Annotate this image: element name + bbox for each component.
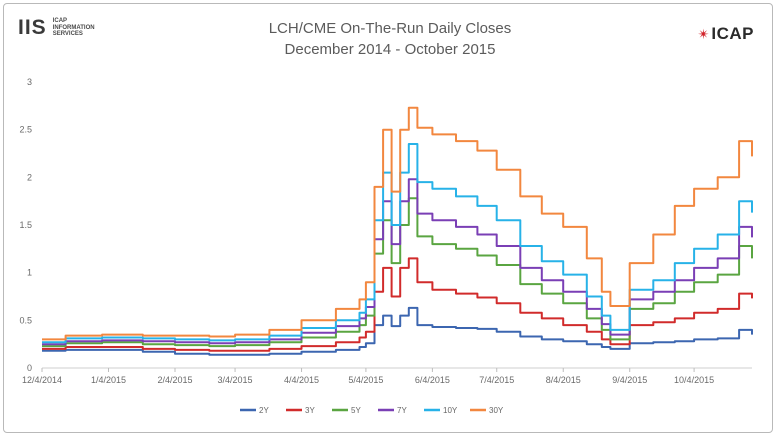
y-tick-label: 2.5 <box>19 125 32 135</box>
y-tick-label: 3 <box>27 77 32 87</box>
series-line-10y <box>42 143 753 344</box>
series-line-7y <box>42 178 753 346</box>
chart-series <box>42 106 753 356</box>
y-tick-label: 2 <box>27 172 32 182</box>
iis-logo-subtitle: ICAP INFORMATION SERVICES <box>53 18 95 38</box>
iis-logo-sub-line: INFORMATION <box>52 24 95 31</box>
x-tick-label: 12/4/2014 <box>22 375 62 385</box>
icap-logo-word: ICAP <box>711 24 754 43</box>
x-tick-label: 5/4/2015 <box>348 375 383 385</box>
legend-label: 10Y <box>443 406 458 415</box>
y-tick-label: 0 <box>27 363 32 373</box>
iis-logo-sub-line: ICAP <box>52 18 68 25</box>
iis-logo-mark: IIS <box>18 16 47 39</box>
x-tick-label: 8/4/2015 <box>546 375 581 385</box>
y-tick-label: 1 <box>27 268 32 278</box>
x-tick-label: 3/4/2015 <box>218 375 253 385</box>
iis-logo: IIS ICAP INFORMATION SERVICES <box>18 16 95 40</box>
legend-label: 30Y <box>489 406 504 415</box>
legend-label: 5Y <box>351 406 361 415</box>
x-tick-label: 6/4/2015 <box>415 375 450 385</box>
x-tick-label: 4/4/2015 <box>284 375 319 385</box>
chart-legend: 2Y 3Y 5Y 7Y 10Y 30Y <box>240 406 504 415</box>
series-line-2y <box>42 306 753 356</box>
chart-axes: 0 0.5 1 1.5 2 2.5 3 12/4/2014 1/4/2015 2/4/2015 3/… <box>19 77 752 385</box>
y-tick-label: 0.5 <box>19 315 32 325</box>
series-line-3y <box>42 257 753 352</box>
legend-label: 3Y <box>305 406 315 415</box>
chart-title: LCH/CME On-The-Run Daily Closes <box>268 20 512 37</box>
x-tick-label: 1/4/2015 <box>91 375 126 385</box>
iis-logo-sub-line: SERVICES <box>52 31 83 38</box>
icap-logo-swirl-icon: ✴ <box>697 25 710 42</box>
x-tick-label: 2/4/2015 <box>157 375 192 385</box>
chart-frame <box>3 3 773 433</box>
chart-subtitle: December 2014 - October 2015 <box>284 41 496 58</box>
chart-titles: LCH/CME On-The-Run Daily Closes December… <box>0 18 780 60</box>
x-tick-label: 9/4/2015 <box>612 375 647 385</box>
legend-label: 2Y <box>259 406 269 415</box>
series-line-5y <box>42 197 753 348</box>
x-tick-label: 7/4/2015 <box>479 375 514 385</box>
legend-label: 7Y <box>397 406 407 415</box>
icap-logo: ✴ ICAP <box>698 24 754 44</box>
series-line-30y <box>42 106 753 341</box>
x-tick-label: 10/4/2015 <box>674 375 714 385</box>
y-tick-label: 1.5 <box>19 220 32 230</box>
